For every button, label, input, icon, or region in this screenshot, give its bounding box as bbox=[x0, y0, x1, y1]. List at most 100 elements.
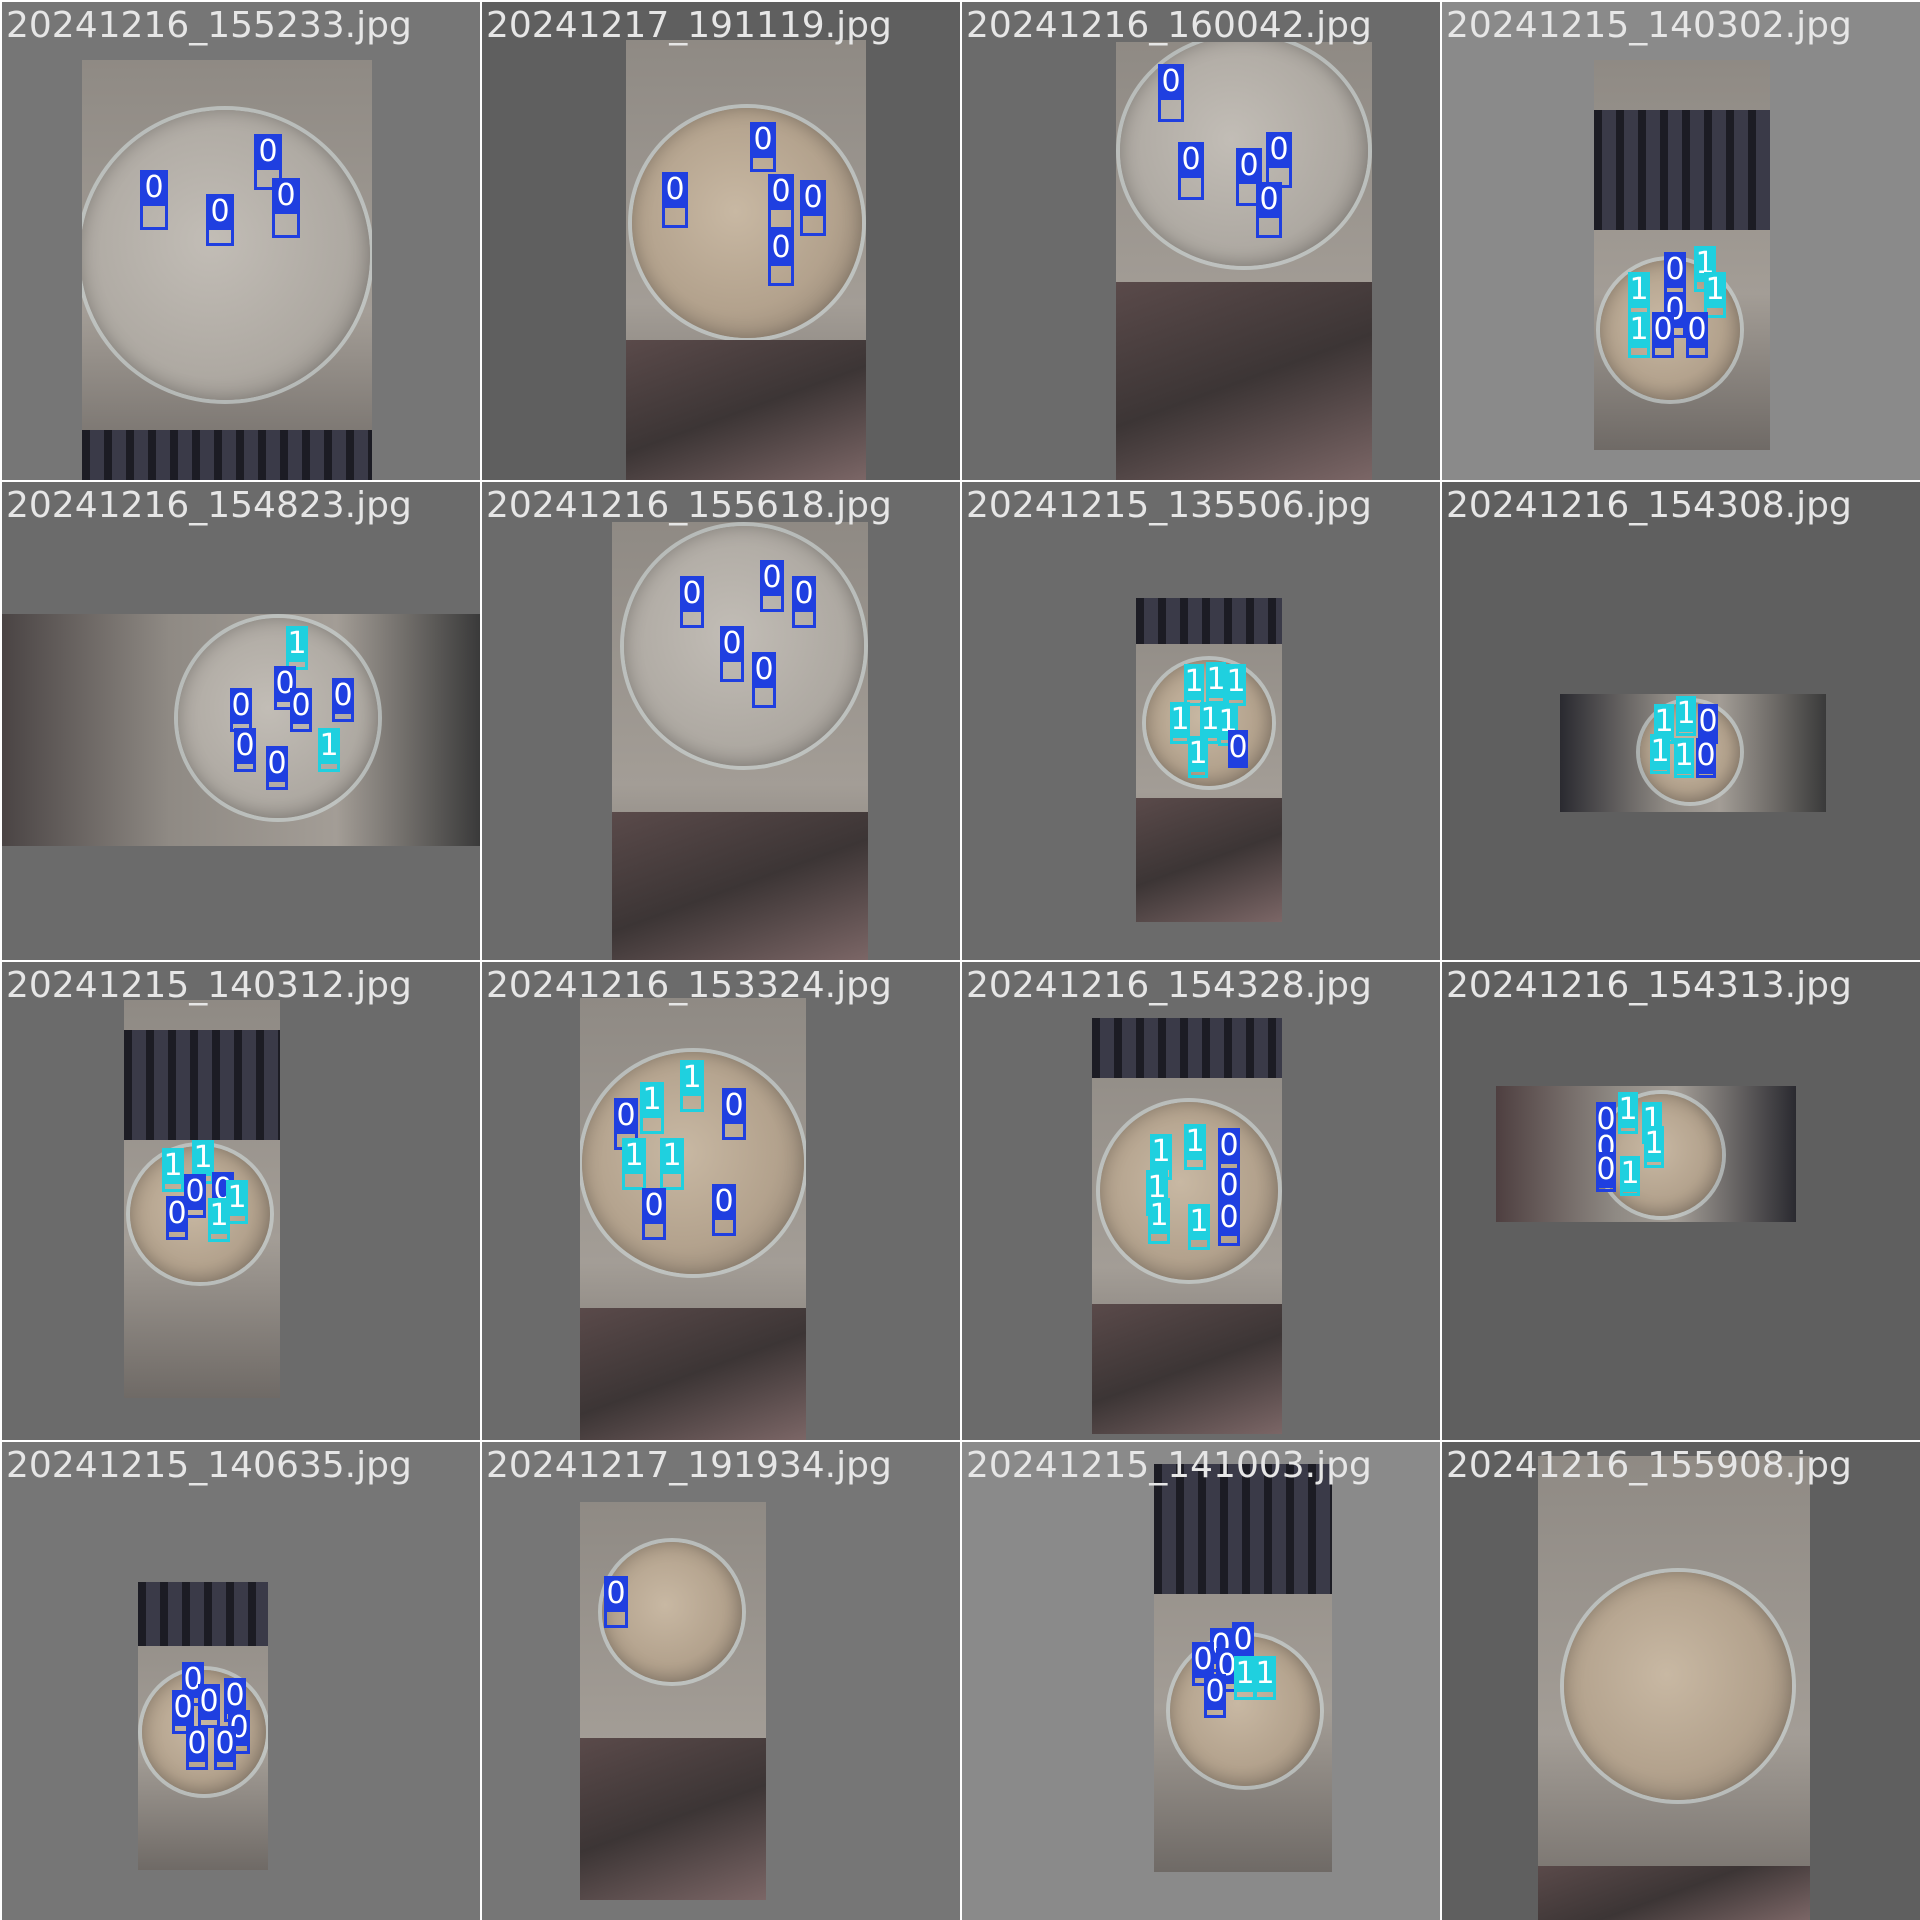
class-label: 0 bbox=[642, 1188, 666, 1224]
class-label: 1 bbox=[286, 626, 308, 662]
class-label: 0 bbox=[768, 230, 794, 266]
class-label: 0 bbox=[1698, 704, 1718, 740]
mosaic-tile[interactable]: 20241215_140302.jpg 1 0 1 0 1 1 0 0 bbox=[1442, 2, 1920, 480]
detection-box: 0 bbox=[1192, 1642, 1214, 1686]
class-label: 0 bbox=[214, 1726, 236, 1762]
mosaic-tile[interactable]: 20241215_140635.jpg 0 0 0 0 0 0 0 bbox=[2, 1442, 480, 1920]
tile-photo bbox=[626, 40, 866, 480]
petri-dish bbox=[624, 526, 864, 766]
class-label: 1 bbox=[1226, 664, 1246, 700]
detection-box: 0 bbox=[662, 172, 688, 228]
tile-filename: 20241216_155233.jpg bbox=[6, 5, 412, 46]
class-label: 0 bbox=[266, 746, 288, 782]
tile-photo bbox=[1136, 598, 1282, 922]
detection-box: 1 bbox=[1644, 1126, 1664, 1168]
class-label: 1 bbox=[1200, 702, 1220, 738]
tile-filename: 20241217_191934.jpg bbox=[486, 1445, 892, 1486]
detection-box: 0 bbox=[750, 122, 776, 172]
mosaic-tile[interactable]: 20241216_154823.jpg 1 0 0 0 0 0 1 0 bbox=[2, 482, 480, 960]
detection-box: 0 bbox=[254, 134, 282, 190]
class-label: 0 bbox=[712, 1184, 736, 1220]
petri-dish bbox=[1564, 1572, 1792, 1800]
class-label: 1 bbox=[622, 1138, 646, 1174]
floor-background bbox=[1538, 1866, 1810, 1920]
class-label: 1 bbox=[1704, 272, 1726, 308]
mosaic-tile[interactable]: 20241215_135506.jpg 1 1 1 1 1 1 1 0 bbox=[962, 482, 1440, 960]
tile-photo bbox=[1116, 42, 1372, 480]
detection-box: 0 bbox=[1228, 730, 1248, 768]
class-label: 1 bbox=[1620, 1156, 1640, 1192]
detection-box: 1 bbox=[1234, 1656, 1256, 1700]
mosaic-tile[interactable]: 20241216_154308.jpg 1 1 0 1 1 0 bbox=[1442, 482, 1920, 960]
detection-box: 0 bbox=[198, 1684, 220, 1728]
detection-box: 1 bbox=[1620, 1156, 1640, 1196]
detection-box: 0 bbox=[230, 688, 252, 732]
petri-dish bbox=[178, 618, 378, 818]
keyboard bbox=[1136, 598, 1282, 644]
detection-box: 1 bbox=[640, 1082, 664, 1134]
detection-box: 0 bbox=[166, 1196, 188, 1240]
class-label: 0 bbox=[186, 1726, 208, 1762]
tile-photo bbox=[612, 522, 868, 960]
class-label: 0 bbox=[1204, 1674, 1226, 1710]
class-label: 1 bbox=[640, 1082, 664, 1118]
class-label: 1 bbox=[1654, 704, 1674, 740]
detection-box: 1 bbox=[162, 1148, 184, 1192]
detection-box: 1 bbox=[1226, 664, 1246, 706]
tile-filename: 20241217_191119.jpg bbox=[486, 5, 892, 46]
keyboard bbox=[124, 1030, 280, 1140]
detection-box: 0 bbox=[722, 1088, 746, 1140]
detection-box: 0 bbox=[214, 1726, 236, 1770]
class-label: 1 bbox=[1234, 1656, 1256, 1692]
class-label: 1 bbox=[208, 1198, 230, 1234]
tile-filename: 20241216_154823.jpg bbox=[6, 485, 412, 526]
detection-box: 0 bbox=[332, 678, 354, 722]
keyboard bbox=[138, 1582, 268, 1646]
detection-box: 1 bbox=[1650, 734, 1670, 774]
detection-box: 1 bbox=[1146, 1170, 1168, 1216]
class-label: 1 bbox=[1628, 312, 1650, 348]
detection-box: 0 bbox=[604, 1576, 628, 1628]
detection-box: 1 bbox=[1184, 664, 1204, 706]
class-label: 0 bbox=[198, 1684, 220, 1720]
detection-box: 0 bbox=[172, 1690, 194, 1734]
mosaic-tile[interactable]: 20241216_155618.jpg 0 0 0 0 0 bbox=[482, 482, 960, 960]
class-label: 1 bbox=[1184, 1124, 1206, 1160]
mosaic-tile[interactable]: 20241215_140312.jpg 1 1 0 0 0 1 1 bbox=[2, 962, 480, 1440]
mosaic-tile[interactable]: 20241216_160042.jpg 0 0 0 0 0 bbox=[962, 2, 1440, 480]
tile-filename: 20241216_154308.jpg bbox=[1446, 485, 1852, 526]
detection-box: 0 bbox=[140, 170, 168, 230]
detection-box: 1 bbox=[1618, 1092, 1638, 1134]
detection-box: 0 bbox=[224, 1678, 246, 1722]
class-label: 0 bbox=[224, 1678, 246, 1714]
class-label: 0 bbox=[332, 678, 354, 714]
class-label: 1 bbox=[1644, 1126, 1664, 1162]
class-label: 1 bbox=[1618, 1092, 1638, 1128]
class-label: 0 bbox=[234, 728, 256, 764]
tile-filename: 20241215_140635.jpg bbox=[6, 1445, 412, 1486]
floor-background bbox=[1136, 798, 1282, 922]
mosaic-tile[interactable]: 20241216_154313.jpg 1 0 1 0 1 0 1 bbox=[1442, 962, 1920, 1440]
class-label: 0 bbox=[614, 1098, 638, 1134]
tile-filename: 20241215_140312.jpg bbox=[6, 965, 412, 1006]
class-label: 1 bbox=[1150, 1134, 1172, 1170]
class-label: 1 bbox=[162, 1148, 184, 1184]
class-label: 1 bbox=[1148, 1198, 1170, 1234]
mosaic-tile[interactable]: 20241216_155233.jpg 0 0 0 0 bbox=[2, 2, 480, 480]
detection-box: 1 bbox=[1170, 702, 1190, 744]
detection-box: 0 bbox=[1652, 312, 1674, 358]
mosaic-tile[interactable]: 20241217_191119.jpg 0 0 0 0 0 bbox=[482, 2, 960, 480]
mosaic-tile[interactable]: 20241216_155908.jpg bbox=[1442, 1442, 1920, 1920]
detection-box: 1 bbox=[622, 1138, 646, 1190]
class-label: 1 bbox=[1206, 662, 1226, 698]
mosaic-tile[interactable]: 20241216_154328.jpg 1 1 0 1 0 1 1 0 bbox=[962, 962, 1440, 1440]
class-label: 0 bbox=[1256, 182, 1282, 218]
mosaic-tile[interactable]: 20241215_141003.jpg 0 0 0 0 0 1 1 bbox=[962, 1442, 1440, 1920]
mosaic-tile[interactable]: 20241216_153324.jpg 0 1 1 0 1 1 0 0 bbox=[482, 962, 960, 1440]
detection-box: 1 bbox=[1254, 1656, 1276, 1700]
detection-box: 0 bbox=[206, 194, 234, 246]
keyboard bbox=[1594, 110, 1770, 230]
mosaic-tile[interactable]: 20241217_191934.jpg 0 bbox=[482, 1442, 960, 1920]
tile-filename: 20241215_135506.jpg bbox=[966, 485, 1372, 526]
detection-box: 0 bbox=[1178, 142, 1204, 200]
